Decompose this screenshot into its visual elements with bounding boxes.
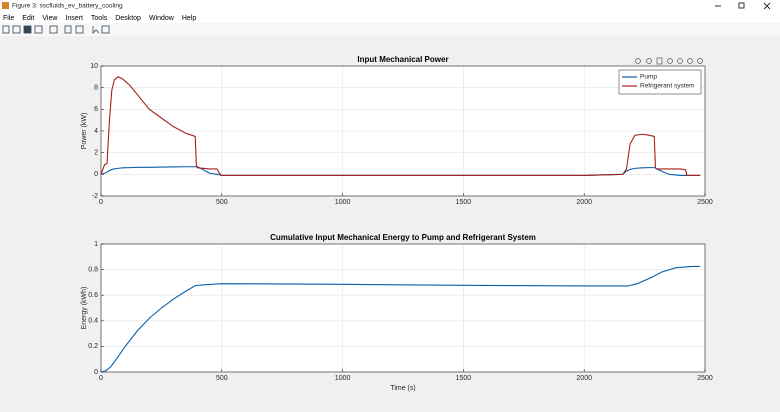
x-tick-label: 1500: [456, 199, 472, 206]
x-tick-label: 2000: [576, 375, 592, 382]
property-icon[interactable]: [101, 25, 110, 34]
x-tick-label: 1000: [335, 375, 351, 382]
data-line: [100, 265, 701, 373]
y-axis-label: Power (kW): [81, 113, 88, 150]
pointer-icon[interactable]: [92, 26, 100, 34]
colorbar-icon[interactable]: [64, 25, 72, 34]
brush-icon[interactable]: [646, 58, 652, 64]
x-tick-label: 1500: [456, 375, 472, 382]
y-tick-label: 0: [94, 369, 98, 376]
window-title: Figure 3: sscfluids_ev_battery_cooling: [12, 3, 123, 10]
legend-box: [618, 69, 702, 95]
toolbar-icons[interactable]: [2, 25, 110, 34]
y-tick-label: 10: [90, 63, 98, 70]
y-tick-label: 0.6: [88, 292, 98, 299]
menu-item[interactable]: File: [3, 15, 14, 22]
y-tick-label: 0.2: [88, 343, 98, 350]
axes: 0 500 1000 1500 2000 2500 0 0.2 0.4 0.6 0.8 1 Cumula…: [81, 233, 713, 392]
y-axis-label: Energy (kWh): [81, 287, 88, 330]
legend: Pump Refrigerant system: [618, 69, 702, 95]
y-tick-label: 0.4: [88, 318, 98, 325]
app-icon: [2, 2, 9, 9]
title-bar: [0, 0, 780, 12]
x-tick-label: 2000: [576, 199, 592, 206]
menu: File Edit View Insert Tools Desktop Window Help: [3, 15, 196, 22]
zoom-out-icon[interactable]: [687, 58, 693, 64]
axes-box: [100, 243, 706, 373]
zoom-in-icon[interactable]: [677, 58, 683, 64]
save-icon[interactable]: [23, 25, 32, 34]
axes-toolbar[interactable]: [635, 57, 703, 65]
y-tick-label: 2: [94, 150, 98, 157]
y-tick-label: 0.8: [88, 266, 98, 273]
print-icon[interactable]: [34, 25, 43, 34]
chart-title: Input Mechanical Power: [357, 55, 448, 64]
x-tick-label: 2500: [697, 199, 713, 206]
toolbar: [0, 23, 780, 36]
menu-item[interactable]: Edit: [22, 15, 34, 22]
menu-item[interactable]: Window: [149, 15, 175, 22]
home-icon[interactable]: [697, 58, 703, 64]
y-tick-label: 0: [94, 171, 98, 178]
y-tick-label: 4: [94, 128, 98, 135]
legend-icon[interactable]: [75, 25, 84, 34]
x-tick-label: 0: [99, 375, 103, 382]
chart-title: Cumulative Input Mechanical Energy to Pu…: [270, 233, 536, 242]
maximize[interactable]: [738, 2, 745, 9]
menu-item[interactable]: View: [42, 15, 58, 22]
link-icon[interactable]: [49, 25, 58, 34]
axes-box: [100, 65, 706, 197]
menu-item[interactable]: Tools: [91, 15, 108, 22]
x-tick-label: 2500: [697, 375, 713, 382]
plot-area: [101, 244, 705, 372]
legend-label: Pump: [640, 74, 657, 81]
menu-bar: [0, 12, 780, 23]
pan-icon[interactable]: [667, 58, 673, 64]
open-icon[interactable]: [12, 25, 21, 34]
datatip-icon[interactable]: [656, 57, 663, 65]
export-icon[interactable]: [635, 58, 641, 64]
y-tick-label: 8: [94, 85, 98, 92]
data-line: [100, 76, 701, 176]
legend-label: Refrigerant system: [640, 83, 695, 90]
x-tick-label: 0: [99, 199, 103, 206]
menu-item[interactable]: Help: [182, 15, 197, 22]
x-tick-label: 500: [216, 375, 228, 382]
menu-item[interactable]: Insert: [65, 15, 83, 22]
x-tick-label: 500: [216, 199, 228, 206]
window-controls[interactable]: [715, 2, 771, 10]
y-tick-label: -2: [92, 193, 98, 200]
menu-item[interactable]: Desktop: [115, 15, 141, 22]
y-tick-label: 6: [94, 106, 98, 113]
close[interactable]: [763, 2, 771, 10]
new-icon[interactable]: [2, 25, 10, 34]
y-tick-label: 1: [94, 241, 98, 248]
x-axis-label: Time (s): [390, 385, 415, 392]
x-tick-label: 1000: [335, 199, 351, 206]
